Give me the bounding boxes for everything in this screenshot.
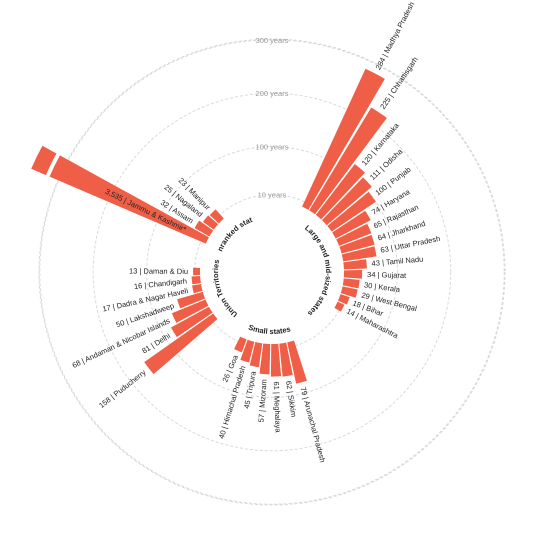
bar-nagaland (202, 215, 219, 230)
bar-jammu-kashmir-break (31, 145, 57, 176)
bar-maharashtra (334, 301, 345, 312)
ring-label-100: 100 years (256, 143, 289, 152)
bar-tamil-nadu (343, 259, 367, 270)
bar-tripura (249, 342, 263, 368)
bar-punjab (327, 191, 376, 232)
label-puducherry: 158 | Puducherry (97, 368, 148, 410)
label-gujarat: 34 | Gujarat (367, 270, 407, 280)
bars-layer (31, 68, 387, 384)
label-mizoram: 57 | Mizoram (256, 379, 268, 423)
outer-ring (38, 38, 506, 506)
label-daman-diu: 13 | Daman & Diu (129, 266, 188, 275)
bar-jharkhand (339, 234, 375, 254)
label-sikkim: 62 | Sikkim (284, 380, 298, 417)
group-label-small-states: Small states (247, 323, 291, 336)
bar-manipur (209, 209, 224, 224)
bar-uttar-pradesh (341, 246, 377, 262)
label-tamil-nadu: 43 | Tamil Nadu (371, 255, 423, 268)
bar-rajasthan (336, 223, 372, 246)
label-meghalaya: 61 | Meghalaya (272, 381, 283, 433)
bar-daman-diu (193, 267, 201, 276)
bar-sikkim (279, 342, 293, 377)
bar-odisha (321, 177, 372, 226)
bar-kerala (342, 278, 360, 289)
bar-meghalaya (270, 343, 282, 377)
bar-lakshadweep (177, 291, 206, 309)
bar-assam (194, 220, 214, 237)
bar-bihar (338, 294, 350, 305)
ring-label-300: 300 years (256, 36, 289, 45)
bar-puducherry (144, 313, 218, 375)
bar-andaman-nicobar-islands (171, 299, 209, 323)
ring-label-200: 200 years (256, 89, 289, 98)
bar-dadra-nagar-haveli (192, 284, 203, 294)
group-label-union-territories: Union Territories (211, 259, 239, 319)
bar-delhi (171, 306, 213, 338)
bar-west-bengal (340, 286, 358, 298)
bar-gujarat (343, 269, 363, 279)
bar-madhya-pradesh (302, 68, 385, 210)
bar-goa (234, 336, 247, 353)
bar-mizoram (259, 343, 271, 375)
ring-100-years (146, 146, 398, 398)
bar-jammu-kashmir (49, 155, 209, 244)
bar-arunachal-pradesh (287, 340, 307, 384)
rings-layer (38, 38, 506, 506)
group-label-large-and-mid-sized-states: Large and mid-sized states (303, 223, 333, 318)
bar-chhattisgarh (309, 107, 387, 215)
bar-haryana (332, 210, 371, 239)
ring-300-years (39, 39, 505, 505)
ring-200-years (92, 92, 452, 452)
bar-karnataka (315, 164, 365, 220)
bar-chandigarh (191, 276, 201, 285)
bar-himachal-pradesh (240, 339, 255, 363)
label-arunachal-pradesh: 79 | Arunachal Pradesh (299, 386, 328, 464)
ring-label-10: 10 years (258, 191, 287, 200)
